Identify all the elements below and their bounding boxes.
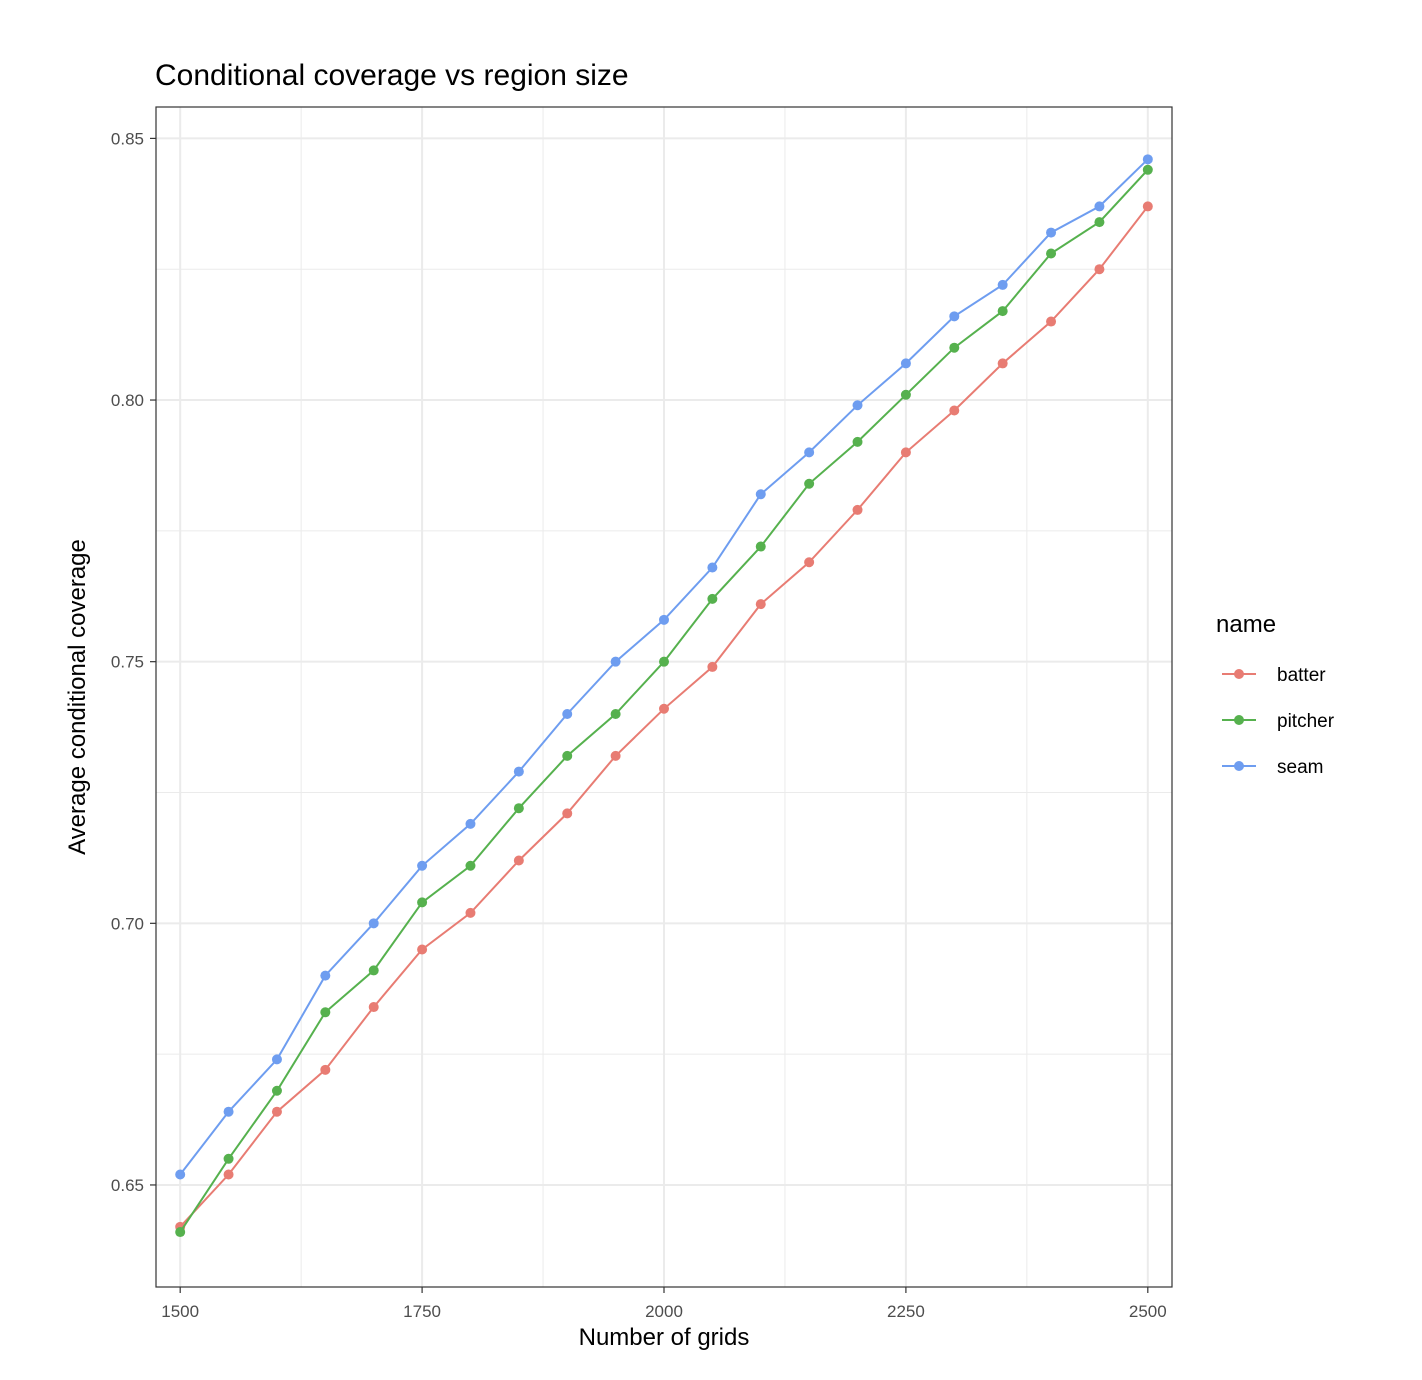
batter-point	[562, 808, 573, 819]
pitcher-point	[175, 1227, 186, 1238]
seam-point	[175, 1169, 186, 1180]
batter-point	[368, 1002, 379, 1013]
pitcher-point	[465, 860, 476, 871]
seam-point	[804, 447, 815, 458]
pitcher-point	[804, 478, 815, 489]
series-layer	[175, 154, 1153, 1238]
major-gridlines	[156, 107, 1172, 1287]
seam-point	[513, 766, 524, 777]
seam-point	[417, 860, 428, 871]
pitcher-point	[852, 436, 863, 447]
legend-key-point	[1234, 715, 1244, 725]
series-batter	[175, 201, 1153, 1232]
y-tick-label: 0.80	[111, 391, 144, 410]
y-tick-label: 0.65	[111, 1176, 144, 1195]
pitcher-point	[271, 1085, 282, 1096]
seam-point	[320, 970, 331, 981]
y-tick-label: 0.85	[111, 129, 144, 148]
seam-point	[610, 656, 621, 667]
batter-point	[707, 661, 718, 672]
seam-point	[707, 562, 718, 573]
pitcher-point	[1046, 248, 1057, 259]
legend-item-pitcher: pitcher	[1222, 711, 1335, 732]
seam-point	[1046, 227, 1057, 238]
batter-point	[900, 447, 911, 458]
x-tick-labels: 1500 1750 2000 2250 2500	[161, 1302, 1166, 1321]
axis-ticks	[150, 137, 1149, 1293]
batter-point	[755, 599, 766, 610]
legend-label: batter	[1277, 665, 1326, 686]
legend-items: batter pitcher seam	[1222, 665, 1335, 778]
x-tick-label: 1500	[161, 1302, 199, 1321]
pitcher-point	[223, 1153, 234, 1164]
legend-label: pitcher	[1277, 711, 1335, 732]
batter-point	[271, 1106, 282, 1117]
pitcher-point	[997, 306, 1008, 317]
x-tick-label: 2500	[1129, 1302, 1167, 1321]
pitcher-point	[659, 656, 669, 667]
batter-point	[949, 405, 960, 416]
seam-point	[562, 709, 573, 720]
batter-point	[1142, 201, 1153, 212]
y-tick-label: 0.75	[111, 653, 144, 672]
batter-point	[465, 907, 476, 918]
pitcher-point	[707, 593, 718, 604]
batter-point	[804, 557, 815, 568]
batter-point	[1094, 264, 1105, 275]
seam-point	[900, 358, 911, 369]
legend-key-point	[1234, 669, 1244, 679]
pitcher-point	[900, 389, 911, 400]
pitcher-point	[562, 750, 573, 761]
batter-point	[997, 358, 1008, 369]
batter-point	[1046, 316, 1057, 327]
seam-point	[997, 279, 1008, 290]
pitcher-point	[320, 1007, 331, 1018]
pitcher-point	[949, 342, 960, 353]
seam-point	[755, 489, 766, 500]
pitcher-point	[1142, 164, 1153, 175]
pitcher-point	[1094, 217, 1105, 228]
legend: name batter pitcher seam	[1216, 611, 1335, 778]
legend-item-seam: seam	[1222, 757, 1323, 778]
y-tick-label: 0.70	[111, 914, 144, 933]
batter-point	[610, 750, 621, 761]
batter-point	[417, 944, 428, 955]
x-axis-title: Number of grids	[579, 1324, 750, 1351]
series-seam	[175, 154, 1153, 1180]
seam-point	[465, 818, 476, 829]
seam-point	[1142, 154, 1153, 165]
legend-label: seam	[1277, 757, 1323, 778]
x-tick-label: 2250	[887, 1302, 925, 1321]
seam-point	[949, 311, 960, 322]
pitcher-point	[417, 897, 428, 908]
seam-point	[852, 400, 863, 411]
pitcher-point	[513, 803, 524, 814]
legend-item-batter: batter	[1222, 665, 1326, 686]
seam-point	[1094, 201, 1105, 212]
legend-title: name	[1216, 611, 1276, 638]
batter-point	[223, 1169, 234, 1180]
y-tick-labels: 0.65 0.70 0.75 0.80 0.85	[111, 129, 144, 1195]
pitcher-point	[755, 541, 766, 552]
seam-point	[271, 1054, 282, 1065]
y-axis-title: Average conditional coverage	[64, 539, 91, 855]
legend-key-point	[1234, 761, 1244, 771]
seam-point	[659, 614, 669, 625]
batter-point	[659, 703, 669, 714]
seam-point	[223, 1106, 234, 1117]
pitcher-point	[610, 709, 621, 720]
batter-point	[320, 1064, 331, 1075]
x-tick-label: 1750	[403, 1302, 441, 1321]
x-tick-label: 2000	[645, 1302, 683, 1321]
series-pitcher	[175, 164, 1153, 1238]
pitcher-point	[368, 965, 379, 976]
seam-point	[368, 918, 379, 929]
batter-point	[513, 855, 524, 866]
chart-title: Conditional coverage vs region size	[155, 59, 629, 92]
batter-point	[852, 504, 863, 515]
